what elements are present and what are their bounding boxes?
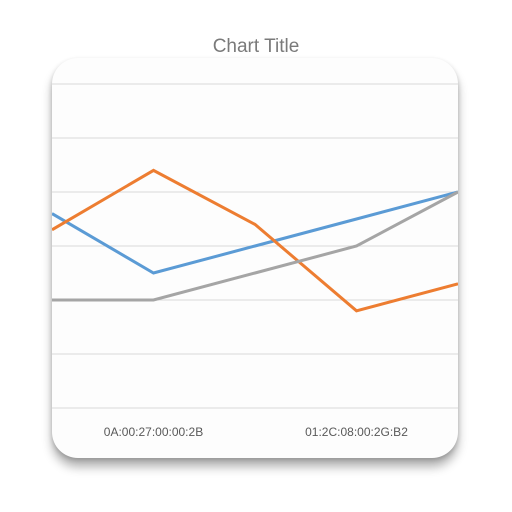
series-line-2 (52, 168, 458, 313)
x-tick-labels: 0A:00:27:00:00:2B 01:2C:08:00:2G:B2 (104, 425, 408, 439)
x-tick-label: 0A:00:27:00:00:2B (104, 425, 203, 439)
x-tick-label: 01:2C:08:00:2G:B2 (305, 425, 408, 439)
series-line-3 (52, 190, 458, 302)
series-line-1 (52, 190, 458, 275)
chart-title: Chart Title (212, 36, 300, 57)
series-lines (52, 168, 458, 313)
chart-icon-card[interactable] (52, 58, 458, 458)
gridlines (52, 83, 458, 409)
